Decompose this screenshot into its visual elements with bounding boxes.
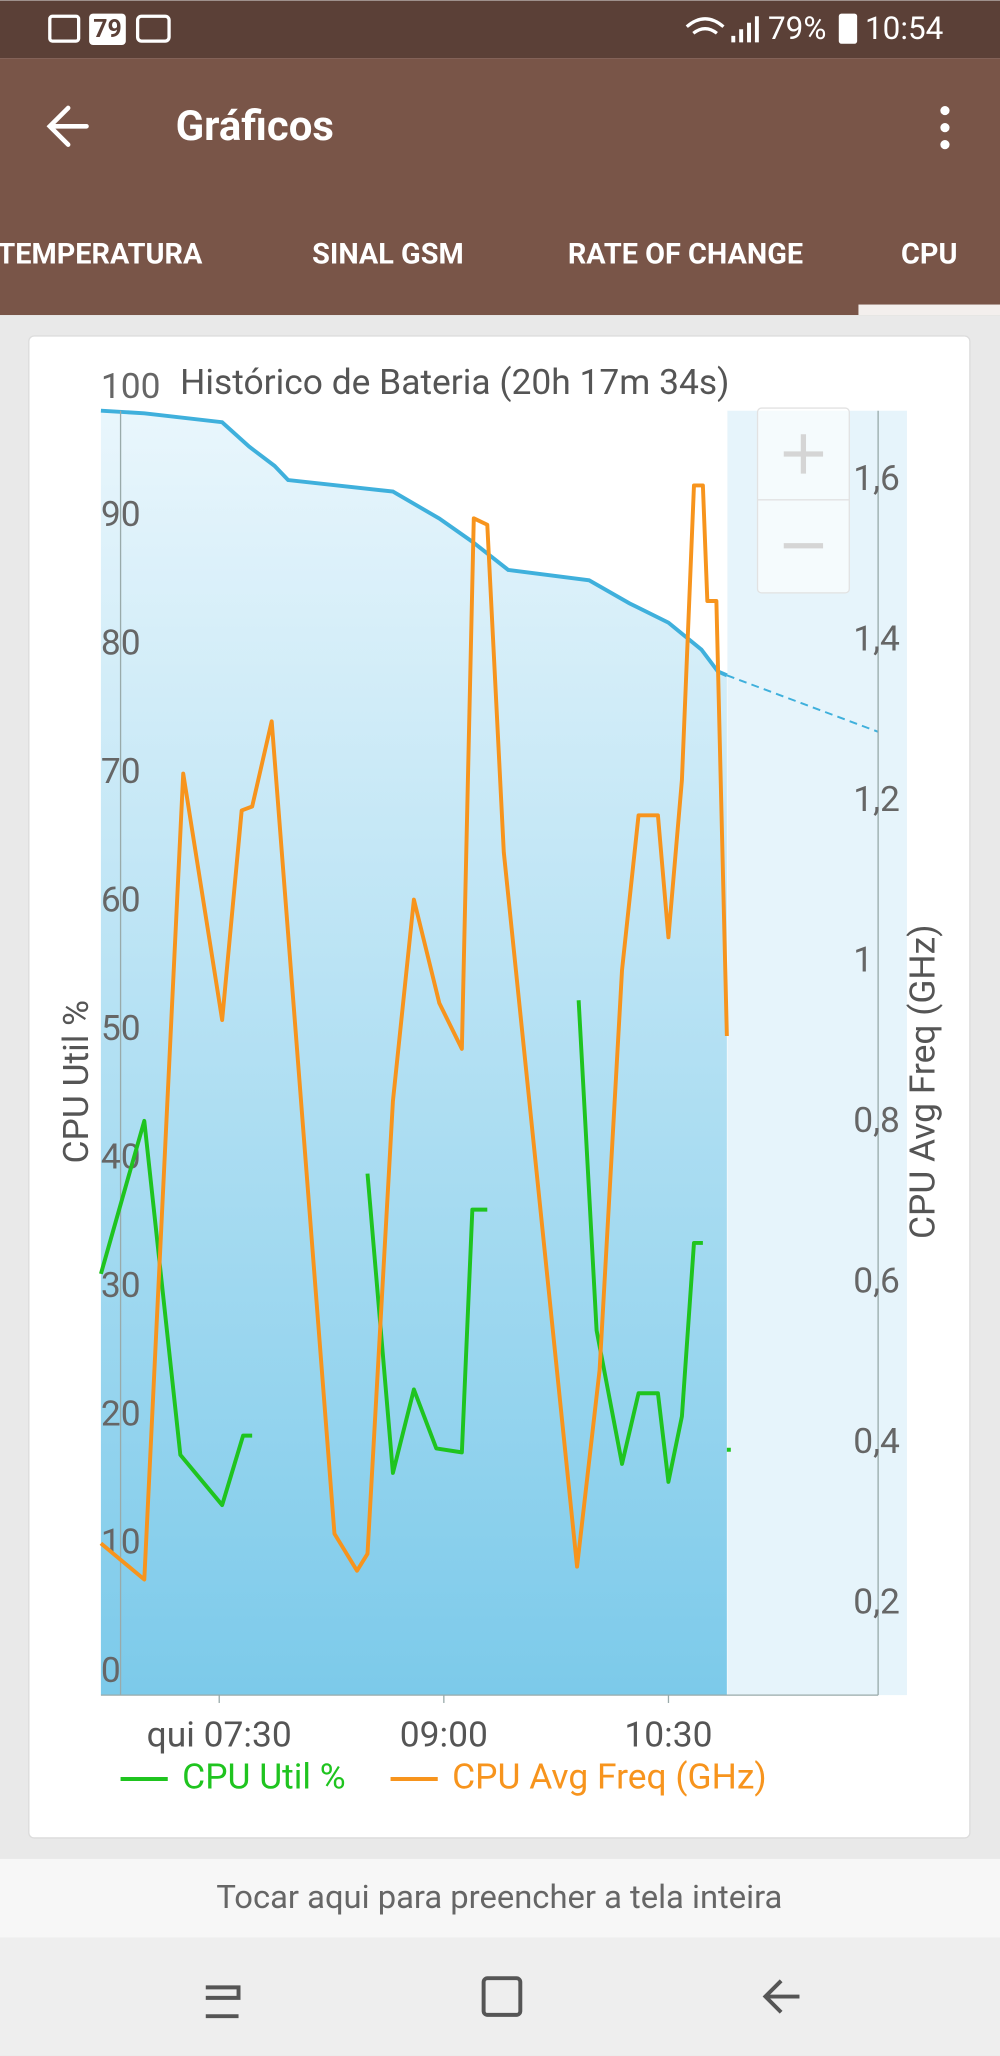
y2-tick-label: 0,6: [853, 1260, 900, 1302]
y-tick-label: 70: [101, 750, 141, 792]
zoom-in[interactable]: [783, 434, 824, 474]
y2-tick-label: 1,4: [853, 617, 900, 659]
chart-title: Histórico de Bateria (20h 17m 34s): [180, 361, 729, 403]
battery-area: [100, 410, 727, 1696]
tab-indicator: [858, 304, 1000, 316]
battery-line: [100, 408, 728, 678]
battery-projection: [726, 674, 879, 733]
battery-icon: [838, 13, 858, 44]
tab[interactable]: RATE OF CHANGE: [568, 238, 803, 272]
voicemail-icon: [135, 14, 171, 43]
y2-tick-label: 1,2: [853, 778, 900, 820]
status-bar: [0, 0, 1000, 59]
y-axis-label: CPU Util %: [55, 1000, 97, 1163]
y-tick-label: 50: [101, 1007, 141, 1049]
plot: 01020304050607080901000,20,40,60,811,21,…: [99, 365, 907, 1797]
freq-line: [99, 483, 729, 1582]
x-tick-label: 10:30: [624, 1713, 712, 1755]
badge-text: 79: [93, 15, 122, 44]
y2-tick-label: 1: [853, 938, 873, 980]
y-tick-label: 100: [101, 365, 161, 407]
tab[interactable]: SINAL GSM: [312, 238, 464, 272]
gallery-icon: [48, 14, 81, 43]
wifi-icon: [685, 17, 725, 35]
y-tick-label: 10: [101, 1521, 141, 1563]
nav-bar: [0, 1937, 1000, 2056]
legend-label: CPU Util %: [182, 1755, 345, 1797]
signal-icon: [731, 16, 759, 43]
y-tick-label: 30: [101, 1264, 141, 1306]
legend-label: CPU Avg Freq (GHz): [452, 1755, 767, 1797]
footer-bar[interactable]: [0, 1858, 1000, 1938]
y2-tick-label: 0,4: [853, 1420, 900, 1462]
y2-tick-label: 0,8: [853, 1099, 900, 1141]
badge-icon: [89, 13, 126, 46]
back-nav-button[interactable]: [762, 1979, 800, 2014]
app-title: Gráficos: [176, 102, 334, 151]
x-tick-label: qui 07:30: [147, 1713, 292, 1755]
clock: 10:54: [865, 10, 943, 47]
x-tick-label: 09:00: [400, 1713, 488, 1755]
util-line: [99, 1000, 731, 1508]
y2-tick-label: 1,6: [853, 457, 900, 499]
tab[interactable]: TEMPERATURA: [0, 238, 203, 272]
y-tick-label: 0: [101, 1649, 121, 1691]
projection-area: [727, 410, 907, 1696]
y-tick-label: 20: [101, 1392, 141, 1434]
y-tick-label: 60: [101, 879, 141, 921]
overflow-menu[interactable]: [940, 105, 950, 150]
home-button[interactable]: [481, 1976, 523, 2017]
tab-selected[interactable]: CPU: [901, 238, 957, 272]
recents-button[interactable]: [205, 1985, 241, 2019]
y2-tick-label: 0,2: [853, 1581, 900, 1623]
back-button[interactable]: [46, 105, 89, 147]
y-tick-label: 90: [101, 493, 141, 535]
y-tick-label: 80: [101, 622, 141, 664]
footer-hint[interactable]: Tocar aqui para preencher a tela inteira: [216, 1878, 782, 1916]
battery-percent: 79%: [768, 10, 826, 47]
y2-axis-label: CPU Avg Freq (GHz): [902, 924, 944, 1239]
app-bar: [0, 58, 1000, 316]
